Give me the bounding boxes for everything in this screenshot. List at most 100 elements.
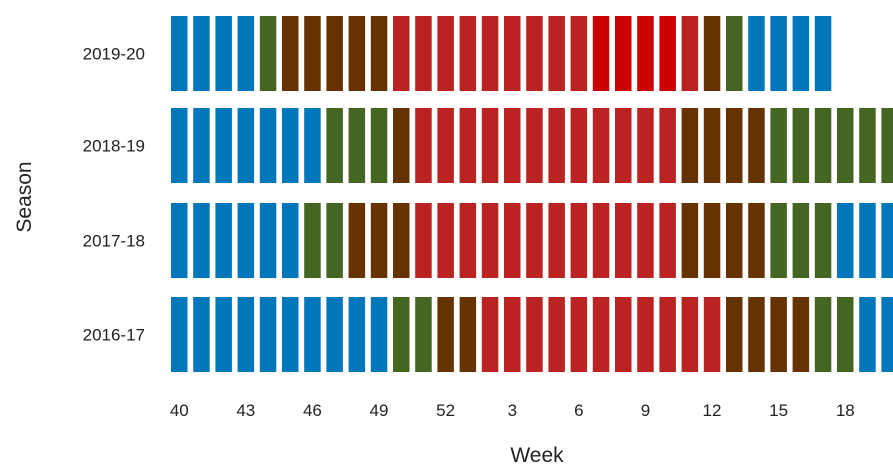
- heatmap-cell: [481, 16, 499, 91]
- heatmap-cell: [282, 108, 299, 183]
- heatmap-cell: [504, 203, 521, 278]
- heatmap-cell: [304, 203, 321, 278]
- heatmap-cell: [504, 16, 521, 91]
- heatmap-cell: [659, 297, 676, 372]
- heatmap-cell: [193, 297, 210, 372]
- heatmap-cell: [259, 297, 277, 372]
- heatmap-cell: [171, 203, 188, 278]
- heatmap-cell: [770, 108, 787, 183]
- heatmap-cell: [437, 16, 454, 91]
- heatmap-cell: [437, 203, 454, 278]
- heatmap-cell: [259, 108, 277, 183]
- heatmap-cell: [637, 203, 654, 278]
- heatmap-cell: [393, 108, 410, 183]
- heatmap-cell: [370, 108, 388, 183]
- heatmap-cell: [726, 203, 743, 278]
- season-row: [171, 297, 893, 372]
- heatmap-cell: [592, 297, 610, 372]
- x-tick-label: 52: [436, 401, 455, 420]
- heatmap-cell: [770, 16, 787, 91]
- heatmap-cell: [237, 297, 255, 372]
- x-tick-label: 3: [508, 401, 517, 420]
- heatmap-cell: [814, 16, 832, 91]
- heatmap-cell: [171, 297, 188, 372]
- heatmap-cell: [770, 297, 787, 372]
- heatmap-cell: [881, 108, 893, 183]
- heatmap-cell: [615, 297, 632, 372]
- heatmap-cell: [193, 203, 210, 278]
- heatmap-cell: [282, 203, 299, 278]
- heatmap-cell: [237, 108, 255, 183]
- heatmap-cell: [348, 16, 366, 91]
- heatmap-cell: [193, 16, 210, 91]
- heatmap-cell: [748, 108, 765, 183]
- heatmap-cell: [859, 203, 876, 278]
- heatmap-cell: [526, 297, 543, 372]
- heatmap-cell: [659, 108, 676, 183]
- x-tick-label: 40: [170, 401, 189, 420]
- season-row: [171, 108, 893, 183]
- heatmap-cell: [304, 108, 321, 183]
- x-tick-label: 9: [641, 401, 650, 420]
- heatmap-cell: [570, 16, 588, 91]
- heatmap-cell: [370, 16, 388, 91]
- heatmap-cell: [592, 203, 610, 278]
- y-tick-labels: 2019-20 2018-19 2017-18 2016-17: [83, 45, 145, 345]
- heatmap-cell: [637, 16, 654, 91]
- heatmap-cell: [748, 16, 765, 91]
- heatmap-cell: [282, 16, 299, 91]
- y-axis-title: Season: [13, 161, 36, 232]
- heatmap-cell: [504, 108, 521, 183]
- x-tick-label: 15: [769, 401, 788, 420]
- heatmap-cell: [326, 16, 343, 91]
- x-tick-label: 49: [370, 401, 389, 420]
- heatmap-cell: [792, 108, 810, 183]
- heatmap-cell: [615, 16, 632, 91]
- heatmap-cell: [615, 203, 632, 278]
- heatmap-cell: [792, 203, 810, 278]
- heatmap-cell: [215, 16, 232, 91]
- y-tick-label: 2016-17: [83, 326, 145, 345]
- heatmap-cell: [393, 16, 410, 91]
- heatmap-cell: [681, 297, 699, 372]
- heatmap-cell: [881, 203, 893, 278]
- heatmap-cell: [748, 203, 765, 278]
- heatmap-cell: [481, 108, 499, 183]
- heatmap-cell: [459, 203, 477, 278]
- heatmap-cell: [459, 297, 477, 372]
- heatmap-cell: [548, 297, 565, 372]
- heatmap-cell: [459, 108, 477, 183]
- heatmap-cell: [548, 203, 565, 278]
- heatmap-cell: [726, 108, 743, 183]
- heatmap-cell: [703, 16, 721, 91]
- heatmap-cell: [659, 16, 676, 91]
- heatmap-cell: [459, 16, 477, 91]
- heatmap-cell: [282, 297, 299, 372]
- x-tick-label: 43: [236, 401, 255, 420]
- heatmap-cell: [415, 203, 432, 278]
- heatmap-cell: [526, 16, 543, 91]
- heatmap-cell: [837, 297, 854, 372]
- heatmap-cell: [615, 108, 632, 183]
- season-row: [171, 203, 893, 278]
- heatmap-cell: [703, 108, 721, 183]
- heatmap-cell: [370, 297, 388, 372]
- heatmap-cell: [215, 297, 232, 372]
- heatmap-cell: [304, 16, 321, 91]
- heatmap-cell: [437, 297, 454, 372]
- heatmap-rows: [171, 16, 893, 372]
- heatmap-cell: [215, 108, 232, 183]
- heatmap-cell: [570, 108, 588, 183]
- heatmap-cell: [259, 203, 277, 278]
- x-tick-label: 46: [303, 401, 322, 420]
- heatmap-cell: [637, 297, 654, 372]
- heatmap-cell: [348, 297, 366, 372]
- heatmap-cell: [370, 203, 388, 278]
- x-axis-title: Week: [510, 444, 564, 467]
- heatmap-cell: [726, 297, 743, 372]
- heatmap-cell: [881, 297, 893, 372]
- heatmap-cell: [859, 108, 876, 183]
- heatmap-cell: [592, 16, 610, 91]
- heatmap-cell: [814, 297, 832, 372]
